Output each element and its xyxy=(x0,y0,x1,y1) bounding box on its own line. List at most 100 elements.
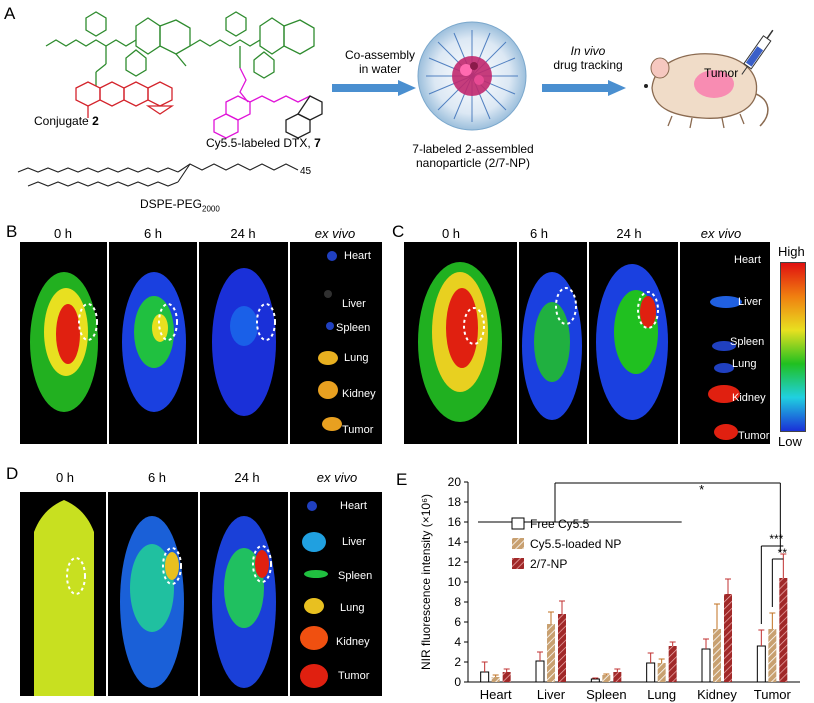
y-tick-label: 12 xyxy=(448,555,462,569)
panel-b-organ-lung: Lung xyxy=(344,352,369,364)
panel-d-organ-tumor: Tumor xyxy=(338,670,370,682)
bar-1-liver xyxy=(535,660,545,683)
bar-2-tumor xyxy=(768,629,777,682)
np-caption: 7-labeled 2-assembled nanoparticle (2/7-… xyxy=(412,142,534,170)
y-tick-label: 2 xyxy=(454,655,461,669)
significance-2star: ** xyxy=(778,546,788,560)
bar-1-tumor xyxy=(756,645,766,683)
x-tick-label: Kidney xyxy=(697,687,737,702)
cy55-dtx-structure xyxy=(189,11,323,139)
y-tick-label: 16 xyxy=(448,515,462,529)
panel-c-time-24: 24 h xyxy=(616,226,642,241)
cy55-dtx-label: Cy5.5-labeled DTX, 7 xyxy=(206,136,321,150)
panel-b-time-exvivo: ex vivo xyxy=(314,226,356,241)
bar-2-liver xyxy=(547,624,555,682)
panel-d-time-exvivo: ex vivo xyxy=(316,470,358,485)
mouse-illustration xyxy=(644,29,774,129)
bar-1-spleen xyxy=(590,678,600,683)
arrow1 xyxy=(332,80,416,96)
tumor-label: Tumor xyxy=(704,66,739,80)
panel-d-mice xyxy=(34,492,328,696)
y-tick-label: 18 xyxy=(448,495,462,509)
bar-3-lung xyxy=(668,646,677,682)
legend-label-3: 2/7-NP xyxy=(530,557,567,571)
x-tick-label: Spleen xyxy=(586,687,626,702)
arrow2-text: In vivo drug tracking xyxy=(553,44,623,72)
x-tick-label: Tumor xyxy=(754,687,792,702)
legend-swatch-3 xyxy=(512,558,524,569)
legend-label-1: Free Cy5.5 xyxy=(530,517,590,531)
panel-d-organ-spleen: Spleen xyxy=(338,570,373,582)
legend-swatch-2 xyxy=(512,538,524,549)
panel-b-time-6: 6 h xyxy=(143,226,163,241)
bar-3-heart xyxy=(502,672,511,682)
panel-c-organ-spleen: Spleen xyxy=(730,336,765,348)
panel-b-time-24: 24 h xyxy=(230,226,256,241)
scale-low: Low xyxy=(778,434,802,449)
panel-d-organ-kidney: Kidney xyxy=(336,636,370,648)
panel-c-time-exvivo: ex vivo xyxy=(700,226,742,241)
bar-3-liver xyxy=(558,614,566,682)
panel-b-mice xyxy=(30,242,342,444)
panel-c-organ-liver: Liver xyxy=(738,296,762,308)
bar-1-heart xyxy=(480,671,490,683)
panel-c-organ-kidney: Kidney xyxy=(732,392,766,404)
panel-d-time-0: 0 h xyxy=(55,470,75,485)
dspe-peg-label: DSPE-PEG2000 xyxy=(140,197,220,214)
bar-3-tumor xyxy=(779,578,788,682)
conjugate-2-label: Conjugate 2 xyxy=(34,114,99,128)
panel-c-organ-tumor: Tumor xyxy=(738,430,770,442)
bar-1-lung xyxy=(646,662,656,683)
arrow2 xyxy=(542,80,626,96)
panel-b-organ-liver: Liver xyxy=(342,298,366,310)
panel-c-organ-heart: Heart xyxy=(734,254,761,266)
bar-1-kidney xyxy=(701,648,711,683)
panel-b-organ-heart: Heart xyxy=(344,250,371,262)
bar-2-spleen xyxy=(602,675,611,682)
bar-2-lung xyxy=(657,663,666,682)
y-tick-label: 20 xyxy=(448,475,462,489)
y-tick-label: 6 xyxy=(454,615,461,629)
legend-label-2: Cy5.5-loaded NP xyxy=(530,537,621,551)
panel-c-mice xyxy=(418,242,742,444)
panel-c-time-6: 6 h xyxy=(529,226,549,241)
panel-label-e: E xyxy=(396,470,408,489)
panel-label-d: D xyxy=(6,464,19,483)
scale-high: High xyxy=(778,244,805,259)
y-tick-label: 4 xyxy=(454,635,461,649)
panel-b-organ-spleen: Spleen xyxy=(336,322,371,334)
panel-b-time-0: 0 h xyxy=(53,226,73,241)
bar-2-kidney xyxy=(713,629,721,682)
panel-d-organ-heart: Heart xyxy=(340,500,367,512)
x-tick-label: Lung xyxy=(647,687,676,702)
nanoparticle-illustration xyxy=(417,21,527,131)
panel-d-organ-lung: Lung xyxy=(340,602,365,614)
panel-c-time-0: 0 h xyxy=(441,226,461,241)
bar-chart: 0 2 4 6 8 10 12 14 16 18 20 NIR fluorescence intens… xyxy=(419,475,800,702)
peg-n: 45 xyxy=(300,166,312,177)
panel-d-time-6: 6 h xyxy=(147,470,167,485)
panel-b-organ-kidney: Kidney xyxy=(342,388,376,400)
conjugate-2-structure xyxy=(45,11,191,118)
panel-label-a: A xyxy=(4,4,16,23)
panel-d-time-24: 24 h xyxy=(234,470,260,485)
panel-label-b: B xyxy=(6,222,18,241)
bar-2-heart xyxy=(491,677,500,682)
panel-d-organ-liver: Liver xyxy=(342,536,366,548)
x-tick-label: Heart xyxy=(480,687,512,702)
panel-c-organ-lung: Lung xyxy=(732,358,757,370)
y-tick-label: 8 xyxy=(454,595,461,609)
significance-3star: *** xyxy=(769,532,783,546)
panel-label-c: C xyxy=(392,222,405,241)
y-tick-label: 14 xyxy=(448,535,462,549)
color-scale-bar xyxy=(780,262,806,432)
bar-3-spleen xyxy=(613,672,622,682)
arrow1-text: Co-assembly in water xyxy=(344,48,416,76)
panel-b-organ-tumor: Tumor xyxy=(342,424,374,436)
legend-swatch-1 xyxy=(511,517,525,530)
bar-3-kidney xyxy=(724,594,732,682)
x-tick-label: Liver xyxy=(537,687,566,702)
y-tick-label: 0 xyxy=(454,675,461,689)
y-tick-label: 10 xyxy=(448,575,462,589)
dspe-peg-structure xyxy=(17,163,299,187)
